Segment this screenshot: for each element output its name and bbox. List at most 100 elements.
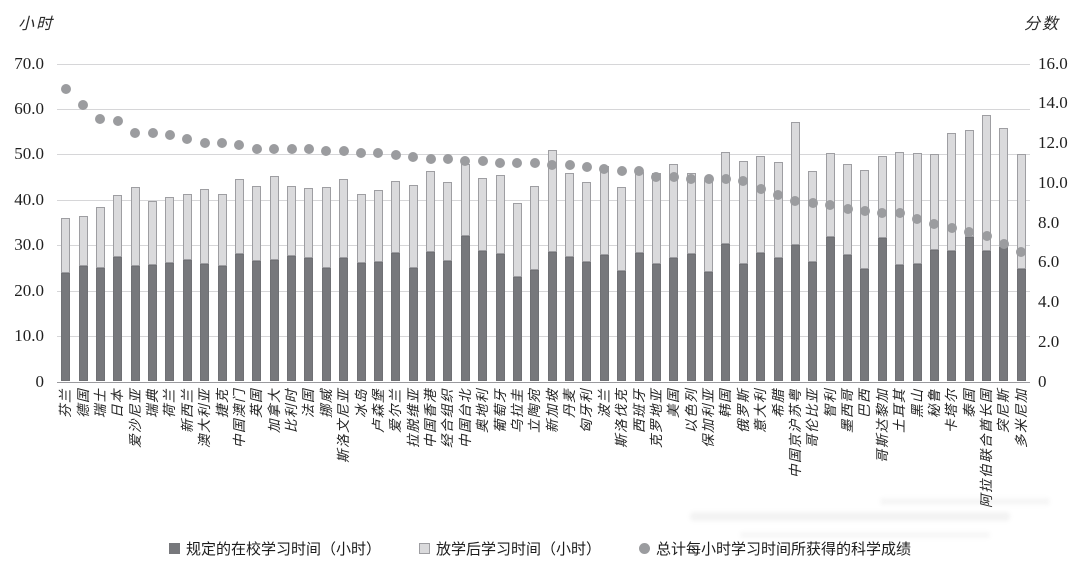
y-axis-tick-right: 2.0 <box>1038 331 1060 351</box>
category-label: 加拿大 <box>266 388 282 433</box>
category-label: 保加利亚 <box>701 388 717 448</box>
y-axis-tick-left: 70.0 <box>14 53 44 73</box>
afterschool-time-bar <box>200 188 210 265</box>
category-label: 中国京沪苏粤 <box>787 388 803 478</box>
score-per-hour-dot <box>825 199 836 210</box>
afterschool-time-bar <box>443 181 453 262</box>
category-label: 克罗地亚 <box>648 388 664 448</box>
category-label: 冰岛 <box>353 388 369 418</box>
school-time-bar <box>182 260 192 382</box>
afterschool-time-bar <box>790 121 800 245</box>
score-per-hour-dot <box>703 173 714 184</box>
school-time-bar <box>408 267 418 382</box>
afterschool-time-bar <box>304 188 314 259</box>
score-per-hour-dot <box>755 183 766 194</box>
school-time-bar <box>217 265 227 382</box>
school-time-bar <box>287 256 297 382</box>
afterschool-time-bar <box>773 162 783 259</box>
y-axis-tick-right: 6.0 <box>1038 252 1060 272</box>
score-per-hour-dot <box>946 223 957 234</box>
score-per-hour-dot <box>634 165 645 176</box>
legend-item-afterschool-time: 放学后学习时间（小时） <box>418 538 601 559</box>
category-label: 捷克 <box>214 388 230 418</box>
afterschool-time-bar <box>78 216 88 267</box>
afterschool-time-bar <box>808 171 818 262</box>
category-label: 卢森堡 <box>370 388 386 433</box>
score-per-hour-dot <box>512 157 523 168</box>
afterschool-time-bar <box>582 181 592 263</box>
school-time-bar <box>964 237 974 382</box>
category-label: 哥斯达黎加 <box>874 388 890 463</box>
category-label: 土耳其 <box>892 388 908 433</box>
score-per-hour-dot <box>651 171 662 182</box>
afterschool-time-bar <box>860 169 870 270</box>
school-time-bar <box>756 253 766 382</box>
category-label: 英国 <box>249 388 265 418</box>
afterschool-time-bar <box>217 193 227 266</box>
afterschool-time-bar <box>391 180 401 254</box>
afterschool-time-bar <box>95 206 105 269</box>
afterschool-time-bar <box>252 186 262 262</box>
afterschool-time-bar <box>964 130 974 238</box>
school-time-bar <box>530 270 540 382</box>
category-label: 斯洛伐克 <box>614 388 630 448</box>
score-per-hour-dot <box>303 143 314 154</box>
score-per-hour-dot <box>112 116 123 127</box>
afterschool-time-bar <box>61 217 71 274</box>
school-time-bar <box>982 250 992 382</box>
afterschool-time-bar <box>165 196 175 263</box>
school-time-bar <box>373 261 383 382</box>
score-per-hour-dot <box>251 143 262 154</box>
afterschool-time-bar <box>321 186 331 269</box>
school-time-bar <box>356 263 366 382</box>
y-axis-tick-left: 50.0 <box>14 144 44 164</box>
school-time-bar <box>721 244 731 382</box>
category-label: 斯洛文尼亚 <box>336 388 352 463</box>
category-label: 爱沙尼亚 <box>127 388 143 448</box>
category-label: 法国 <box>301 388 317 418</box>
school-time-bar <box>95 268 105 382</box>
legend-label-school-time: 规定的在校学习时间（小时） <box>185 542 381 558</box>
category-label: 乌拉圭 <box>509 388 525 433</box>
school-time-bar <box>929 250 939 382</box>
gridline <box>57 108 1030 110</box>
legend-label-score-per-hour: 总计每小时学习时间所获得的科学成绩 <box>656 542 912 558</box>
category-label: 俄罗斯 <box>735 388 751 433</box>
afterschool-time-bar <box>669 164 679 258</box>
afterschool-time-bar <box>651 173 661 265</box>
school-time-bar <box>947 250 957 382</box>
school-time-bar <box>130 265 140 382</box>
score-per-hour-dot <box>321 145 332 156</box>
score-per-hour-dot <box>460 155 471 166</box>
legend-item-score-per-hour: 总计每小时学习时间所获得的科学成绩 <box>639 538 911 559</box>
category-label: 奥地利 <box>475 388 491 433</box>
y-axis-tick-right: 8.0 <box>1038 212 1060 232</box>
school-time-bar <box>565 257 575 382</box>
gridline <box>57 199 1030 201</box>
category-label: 德国 <box>75 388 91 418</box>
school-time-bar <box>912 264 922 382</box>
school-time-bar <box>704 271 714 382</box>
score-per-hour-dot <box>477 155 488 166</box>
school-time-bar <box>495 254 505 382</box>
y-axis-tick-right: 10.0 <box>1038 172 1068 192</box>
afterschool-time-bar <box>234 179 244 255</box>
score-per-hour-dot <box>599 163 610 174</box>
score-per-hour-dot-icon <box>639 543 650 554</box>
school-time-bar <box>426 252 436 382</box>
right-axis-unit-label: 分数 <box>1023 16 1060 33</box>
category-label: 美国 <box>666 388 682 418</box>
school-time-bar <box>61 273 71 382</box>
category-label: 墨西哥 <box>840 388 856 433</box>
afterschool-time-bar <box>408 184 418 268</box>
y-axis-tick-left: 40.0 <box>14 189 44 209</box>
category-label: 中国澳门 <box>231 388 247 448</box>
afterschool-time-bar <box>130 186 140 266</box>
afterschool-time-bar <box>686 172 696 255</box>
score-per-hour-dot <box>338 145 349 156</box>
score-per-hour-dot <box>495 157 506 168</box>
school-time-bar <box>391 253 401 382</box>
score-per-hour-dot <box>60 84 71 95</box>
afterschool-time-bar <box>530 185 540 271</box>
y-axis-tick-right: 12.0 <box>1038 133 1068 152</box>
